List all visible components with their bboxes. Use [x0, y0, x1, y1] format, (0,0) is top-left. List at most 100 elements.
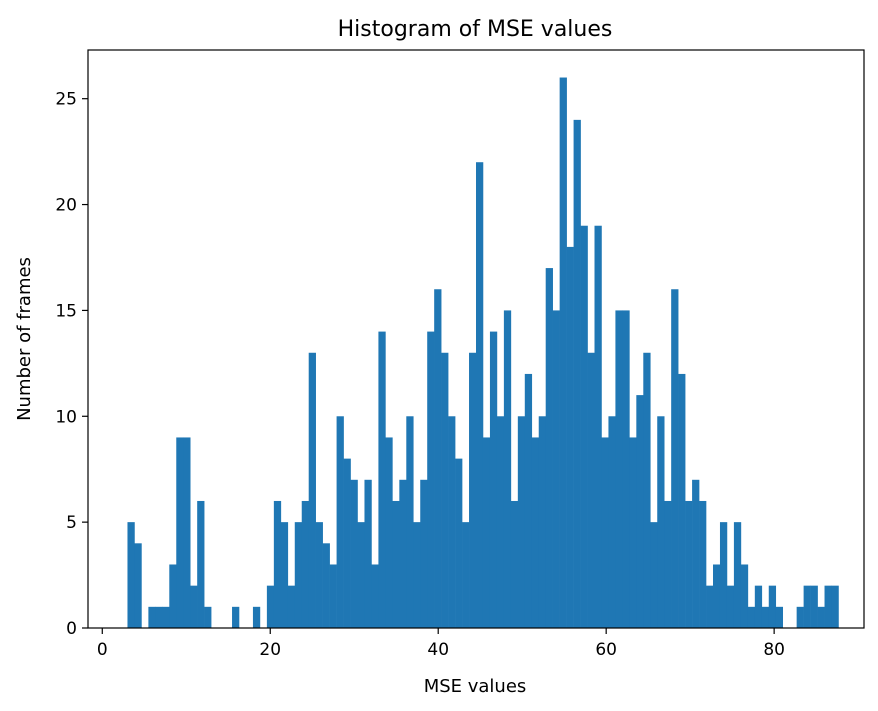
histogram-bar [747, 606, 756, 628]
histogram-bar [580, 225, 588, 628]
histogram-bar [176, 437, 184, 628]
y-tick-label: 15 [55, 301, 77, 321]
histogram-bar [489, 331, 498, 628]
y-tick-label: 25 [55, 90, 77, 110]
x-axis-label: MSE values [424, 676, 527, 697]
histogram-bar [685, 500, 693, 628]
histogram-bar [190, 585, 198, 628]
x-tick-label: 80 [763, 640, 785, 660]
histogram-bar [817, 606, 825, 628]
histogram-bar [594, 225, 602, 628]
histogram-bar [671, 289, 679, 628]
histogram-bar [350, 479, 358, 628]
y-tick-label: 20 [55, 196, 77, 216]
histogram-bar [357, 522, 365, 628]
histogram-bar [406, 416, 414, 628]
histogram-bar [608, 416, 616, 628]
histogram-bar [775, 606, 784, 628]
histogram-bar [427, 331, 435, 628]
histogram-bar [197, 500, 205, 628]
plot-frame [87, 49, 865, 629]
x-tick-label: 20 [259, 640, 281, 660]
histogram-bar [413, 522, 421, 628]
histogram-bar [287, 585, 296, 628]
histogram-bar [155, 606, 163, 628]
histogram-bar [510, 500, 519, 628]
histogram-bar [538, 416, 547, 628]
histogram-bar [552, 310, 560, 628]
chart-title: Histogram of MSE values [338, 17, 613, 42]
histogram-bar [587, 352, 595, 628]
histogram-bar [726, 585, 735, 628]
histogram-bar [706, 585, 714, 628]
y-tick-label: 10 [55, 407, 77, 427]
histogram-bar [761, 606, 770, 628]
histogram-bar [531, 437, 540, 628]
y-axis-ticks: 0 5 10 15 20 25 [55, 90, 88, 639]
y-axis-label: Number of frames [14, 257, 35, 421]
histogram-bar [169, 564, 177, 628]
histogram-bar [385, 437, 393, 628]
histogram-bar [712, 564, 721, 628]
histogram-bar [441, 352, 449, 628]
histogram-bar [308, 352, 316, 628]
histogram-bar [496, 416, 505, 628]
histogram-bar [545, 268, 553, 628]
histogram-bar [643, 352, 651, 628]
histogram-bar [294, 522, 303, 628]
histogram-bar [768, 585, 777, 628]
y-tick-label: 0 [66, 619, 77, 639]
histogram-bar [273, 500, 282, 628]
x-tick-label: 0 [97, 640, 108, 660]
histogram-bar [629, 437, 637, 628]
histogram-bar [615, 310, 623, 628]
histogram-bar [455, 458, 463, 628]
histogram-bar [601, 437, 609, 628]
histogram-bar [266, 585, 275, 628]
histogram-bar [831, 585, 839, 628]
histogram-bar [336, 416, 344, 628]
histogram-bar [657, 416, 665, 628]
histogram-bar [699, 500, 707, 628]
histogram-bar [371, 564, 379, 628]
histogram-bar [162, 606, 170, 628]
histogram-bar [622, 310, 630, 628]
histogram-bar [678, 373, 686, 628]
histogram-bar [719, 522, 728, 628]
histogram-bar [503, 310, 512, 628]
histogram-bar [517, 416, 526, 628]
bars-group [127, 77, 839, 629]
histogram-bar [803, 585, 811, 628]
histogram-bar [204, 606, 212, 628]
histogram-bar [566, 246, 574, 628]
x-tick-label: 60 [595, 640, 617, 660]
histogram-bar [434, 289, 442, 628]
histogram-bar [754, 585, 763, 628]
histogram-bar [420, 479, 428, 628]
histogram-bar [573, 119, 581, 628]
histogram-bar [392, 500, 400, 628]
histogram-bar [636, 395, 644, 628]
histogram-bar [796, 606, 804, 628]
histogram-bar [378, 331, 386, 628]
y-tick-label: 5 [66, 513, 77, 533]
histogram-bar [183, 437, 191, 628]
x-axis-ticks: 0 20 40 60 80 [97, 628, 785, 660]
histogram-bar [364, 479, 372, 628]
histogram-bar [127, 522, 135, 628]
histogram-bar [322, 543, 330, 628]
histogram-bar [329, 564, 337, 628]
histogram-bar [482, 437, 491, 628]
histogram-bar [559, 77, 567, 629]
histogram-bar [301, 500, 310, 628]
histogram-bar [650, 522, 658, 628]
histogram-bar [810, 585, 818, 628]
histogram-bar [692, 479, 700, 628]
histogram-bar [733, 522, 742, 628]
histogram-bar [524, 373, 533, 628]
histogram-bar [343, 458, 351, 628]
histogram-bar [148, 606, 156, 628]
histogram-bar [280, 522, 289, 628]
